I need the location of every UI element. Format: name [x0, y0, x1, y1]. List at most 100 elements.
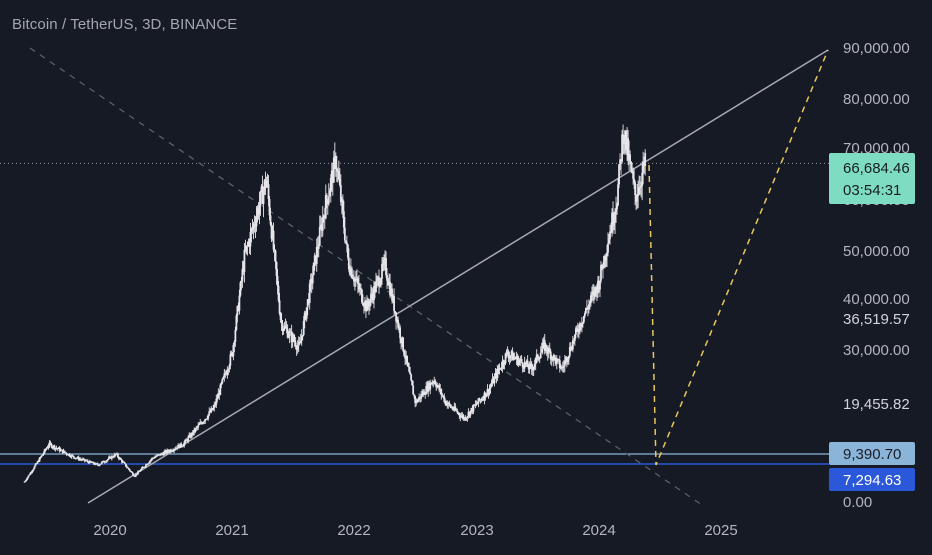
candle-body	[172, 450, 175, 452]
candle-body	[189, 434, 192, 438]
candle-body	[31, 470, 34, 473]
candle-body	[419, 396, 422, 399]
candle-body	[493, 376, 496, 384]
candle-body	[125, 463, 127, 467]
candle-body	[171, 450, 174, 452]
candle-body	[27, 475, 30, 478]
candle-body	[220, 383, 223, 385]
candle-body	[616, 205, 618, 210]
candle-body	[431, 382, 434, 385]
candle-body	[277, 285, 280, 301]
candle-body	[506, 351, 509, 355]
candle-body	[234, 329, 237, 342]
candle-body	[295, 346, 298, 350]
candle-body	[391, 288, 393, 301]
candle-body	[316, 246, 319, 249]
candle-body	[217, 393, 220, 399]
y-tick-80000: 80,000.00	[843, 91, 910, 108]
candle-body	[123, 462, 126, 464]
candle-body	[57, 447, 60, 449]
price-projection-path[interactable]	[648, 49, 829, 466]
candle-body	[64, 452, 67, 454]
candle-body	[38, 457, 41, 462]
candle-body	[429, 382, 432, 390]
candle-body	[52, 445, 55, 448]
candle-body	[156, 455, 158, 457]
candle-body	[358, 283, 360, 290]
candle-body	[237, 306, 240, 311]
candle-body	[399, 327, 401, 339]
candle-body	[450, 406, 453, 408]
candle-body	[559, 368, 562, 369]
candle-body	[160, 453, 162, 456]
candle-body	[387, 280, 389, 286]
candle-body	[178, 444, 181, 449]
candle-body	[148, 462, 150, 464]
candle-body	[615, 209, 617, 212]
candle-body	[460, 416, 463, 418]
candle-body	[406, 355, 409, 364]
candle-body	[285, 327, 288, 329]
candle-body	[174, 448, 177, 450]
candle-body	[29, 472, 32, 475]
candle-body	[231, 352, 234, 356]
level-label-19455: 19,455.82	[843, 396, 910, 413]
candle-body	[102, 461, 105, 463]
candle-body	[310, 278, 313, 284]
candle-body	[529, 363, 532, 365]
candle-body	[348, 269, 351, 275]
candle-body	[416, 400, 419, 403]
candle-body	[155, 456, 157, 458]
candle-body	[459, 415, 462, 418]
candle-body	[184, 439, 187, 443]
candle-body	[307, 299, 310, 303]
candle-body	[361, 289, 363, 303]
candle-body	[617, 184, 619, 206]
candle-body	[548, 348, 551, 352]
candle-body	[98, 464, 101, 466]
candle-body	[243, 249, 246, 273]
candle-body	[599, 280, 601, 290]
candle-body	[192, 430, 195, 435]
candle-body	[632, 171, 635, 179]
candle-body	[640, 185, 643, 188]
ascending-trendline[interactable]	[87, 49, 829, 504]
candle-body	[201, 423, 204, 424]
candle-body	[352, 278, 355, 282]
candle-body	[568, 346, 571, 356]
candle-body	[276, 275, 279, 286]
candle-body	[226, 371, 229, 375]
candle-body	[513, 356, 516, 359]
candle-body	[535, 354, 538, 359]
candle-body	[515, 355, 518, 360]
candle-body	[92, 462, 95, 464]
candle-body	[570, 349, 573, 351]
candle-body	[440, 389, 443, 395]
candle-body	[272, 230, 275, 250]
candle-body	[103, 461, 106, 463]
candle-body	[270, 224, 273, 239]
candle-body	[47, 445, 50, 448]
candle-body	[278, 300, 281, 314]
candle-body	[403, 350, 406, 356]
candle-body	[624, 130, 626, 142]
candle-body	[247, 241, 250, 246]
candle-body	[448, 402, 451, 405]
y-tick-50000: 50,000.00	[843, 243, 910, 260]
candle-body	[474, 404, 477, 406]
candle-body	[444, 401, 447, 403]
candle-body	[45, 448, 48, 450]
candle-body	[53, 445, 56, 450]
y-tick-90000: 90,000.00	[843, 40, 910, 57]
candle-body	[318, 226, 321, 245]
candle-body	[193, 430, 196, 433]
candle-body	[345, 242, 348, 245]
candle-body	[466, 416, 469, 419]
candle-body	[635, 194, 638, 202]
candle-body	[114, 454, 117, 456]
candle-body	[525, 360, 528, 365]
dashed-diagonal-line[interactable]	[29, 47, 703, 506]
candle-body	[426, 386, 429, 392]
